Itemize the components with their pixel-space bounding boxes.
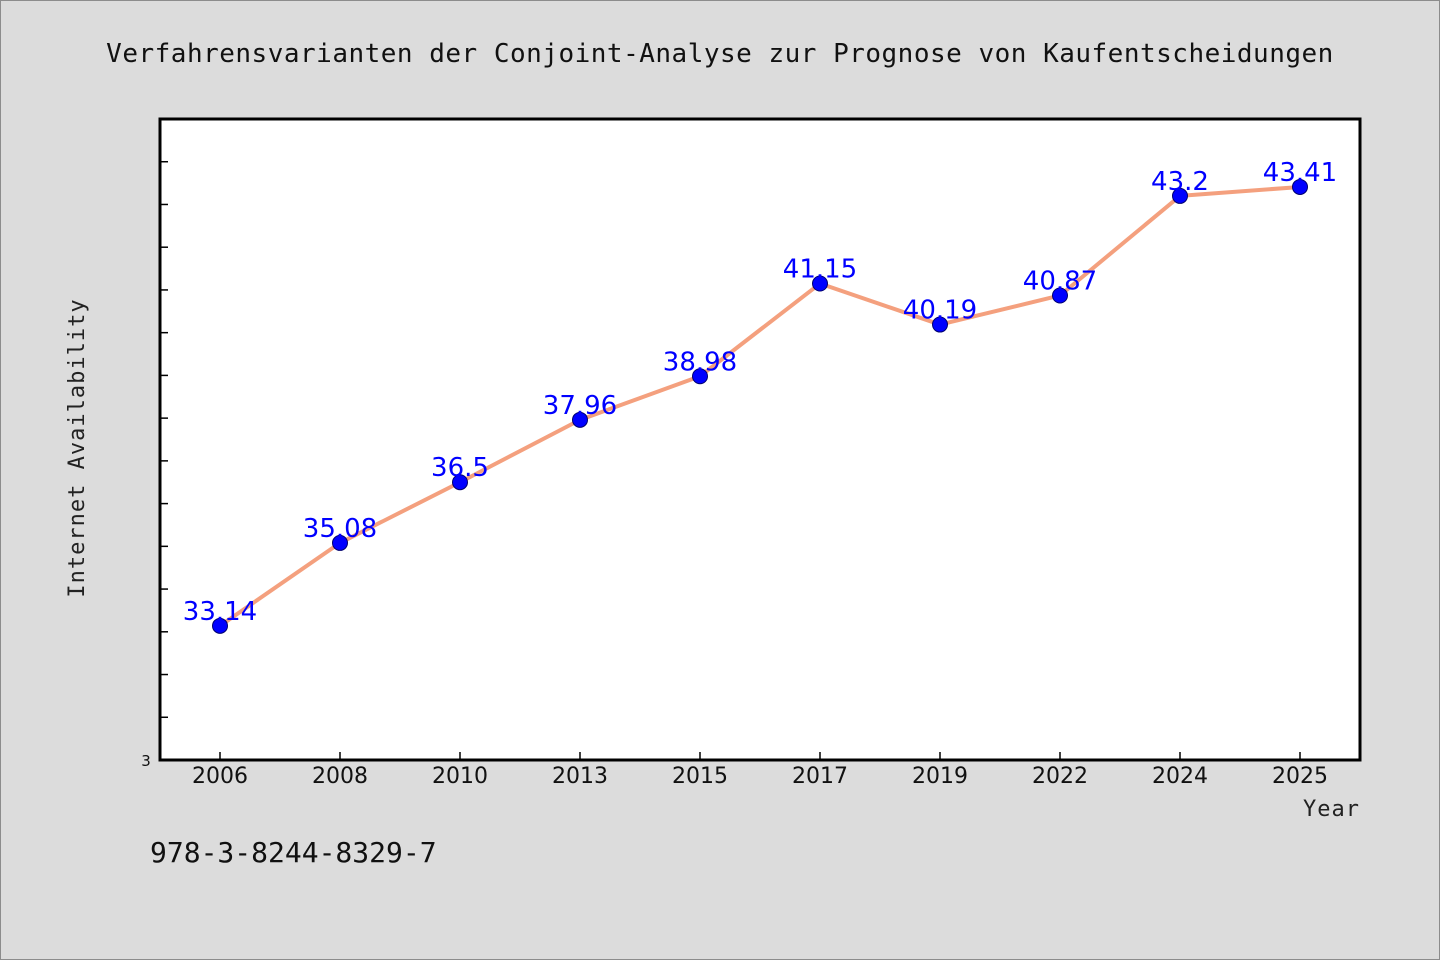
x-tick-label: 2013 [552, 764, 608, 789]
x-tick-label: 2022 [1032, 764, 1088, 789]
data-point [1172, 187, 1188, 204]
data-label: 40.19 [903, 296, 977, 326]
data-point [1052, 287, 1068, 304]
data-point [812, 275, 828, 292]
footnote-isbn: 978-3-8244-8329-7 [150, 836, 437, 869]
plot-area [158, 117, 1362, 762]
data-point [332, 534, 348, 551]
y-axis-label: Internet Availability [65, 298, 90, 597]
x-tick-label: 2015 [672, 764, 728, 789]
x-tick-label: 2017 [792, 764, 848, 789]
data-label: 43.2 [1151, 167, 1209, 197]
data-point [212, 617, 228, 634]
data-label: 36.5 [431, 453, 489, 483]
y-axis-ticks [160, 160, 168, 719]
x-tick-label: 2010 [432, 764, 488, 789]
x-tick-label: 2008 [312, 764, 368, 789]
x-axis-tick-labels: 2006 2008 2010 2013 2015 2017 2019 2022 2024 2025 [192, 764, 1328, 789]
x-axis-ticks [219, 752, 1301, 760]
data-label: 40.87 [1023, 266, 1097, 296]
series-line [218, 184, 1302, 628]
data-point [692, 368, 708, 385]
x-axis-label: Year [1303, 797, 1360, 822]
data-point [452, 474, 468, 491]
series-internet-availability: 33.14 35.08 36.5 37.96 38.98 41.15 40.19 40.87 4… [183, 158, 1337, 634]
data-point [932, 316, 948, 333]
x-tick-label: 2006 [192, 764, 248, 789]
data-point [572, 411, 588, 428]
data-label: 41.15 [783, 255, 857, 285]
y-axis-min-tick-label: 3 [141, 752, 151, 770]
data-label: 38.98 [663, 347, 737, 377]
chart-title: Verfahrensvarianten der Conjoint-Analyse… [106, 39, 1334, 69]
data-point [1292, 178, 1308, 195]
data-label: 37.96 [543, 391, 617, 421]
x-tick-label: 2024 [1152, 764, 1208, 789]
data-label: 33.14 [183, 597, 257, 627]
x-tick-label: 2025 [1272, 764, 1328, 789]
data-label: 43.41 [1263, 158, 1337, 188]
x-tick-label: 2019 [912, 764, 968, 789]
data-label: 35.08 [303, 514, 377, 544]
